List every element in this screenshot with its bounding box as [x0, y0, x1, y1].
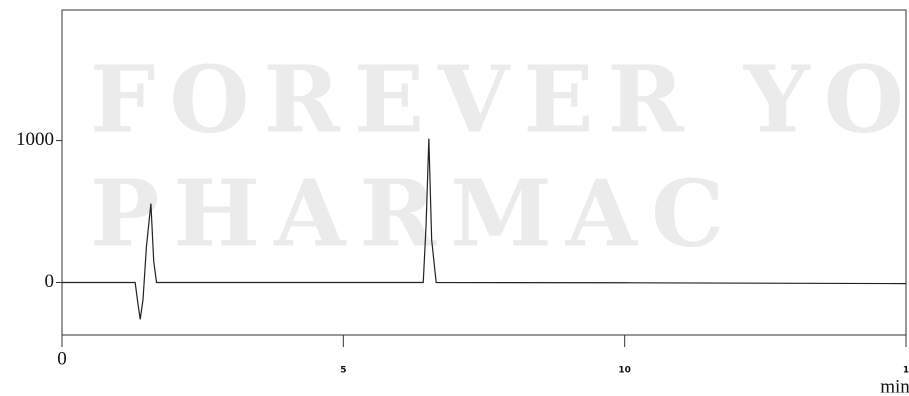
watermark: FOREVER YOUR PHARMAC [90, 46, 909, 268]
x-tick-label: 1 [903, 366, 909, 376]
plot-frame [61, 9, 907, 336]
chromatogram-trace [62, 138, 906, 320]
x-axis-unit: min [880, 376, 909, 396]
watermark-text: PHARMAC [90, 160, 738, 268]
x-tick-label: 5 [340, 366, 346, 376]
x-tick-label: 10 [618, 366, 631, 376]
y-tick-label: 0 [45, 271, 55, 292]
watermark-text: FOREVER YOUR [90, 46, 909, 154]
x-tick-label: 0 [57, 348, 67, 369]
y-tick-label: 1000 [16, 129, 54, 150]
